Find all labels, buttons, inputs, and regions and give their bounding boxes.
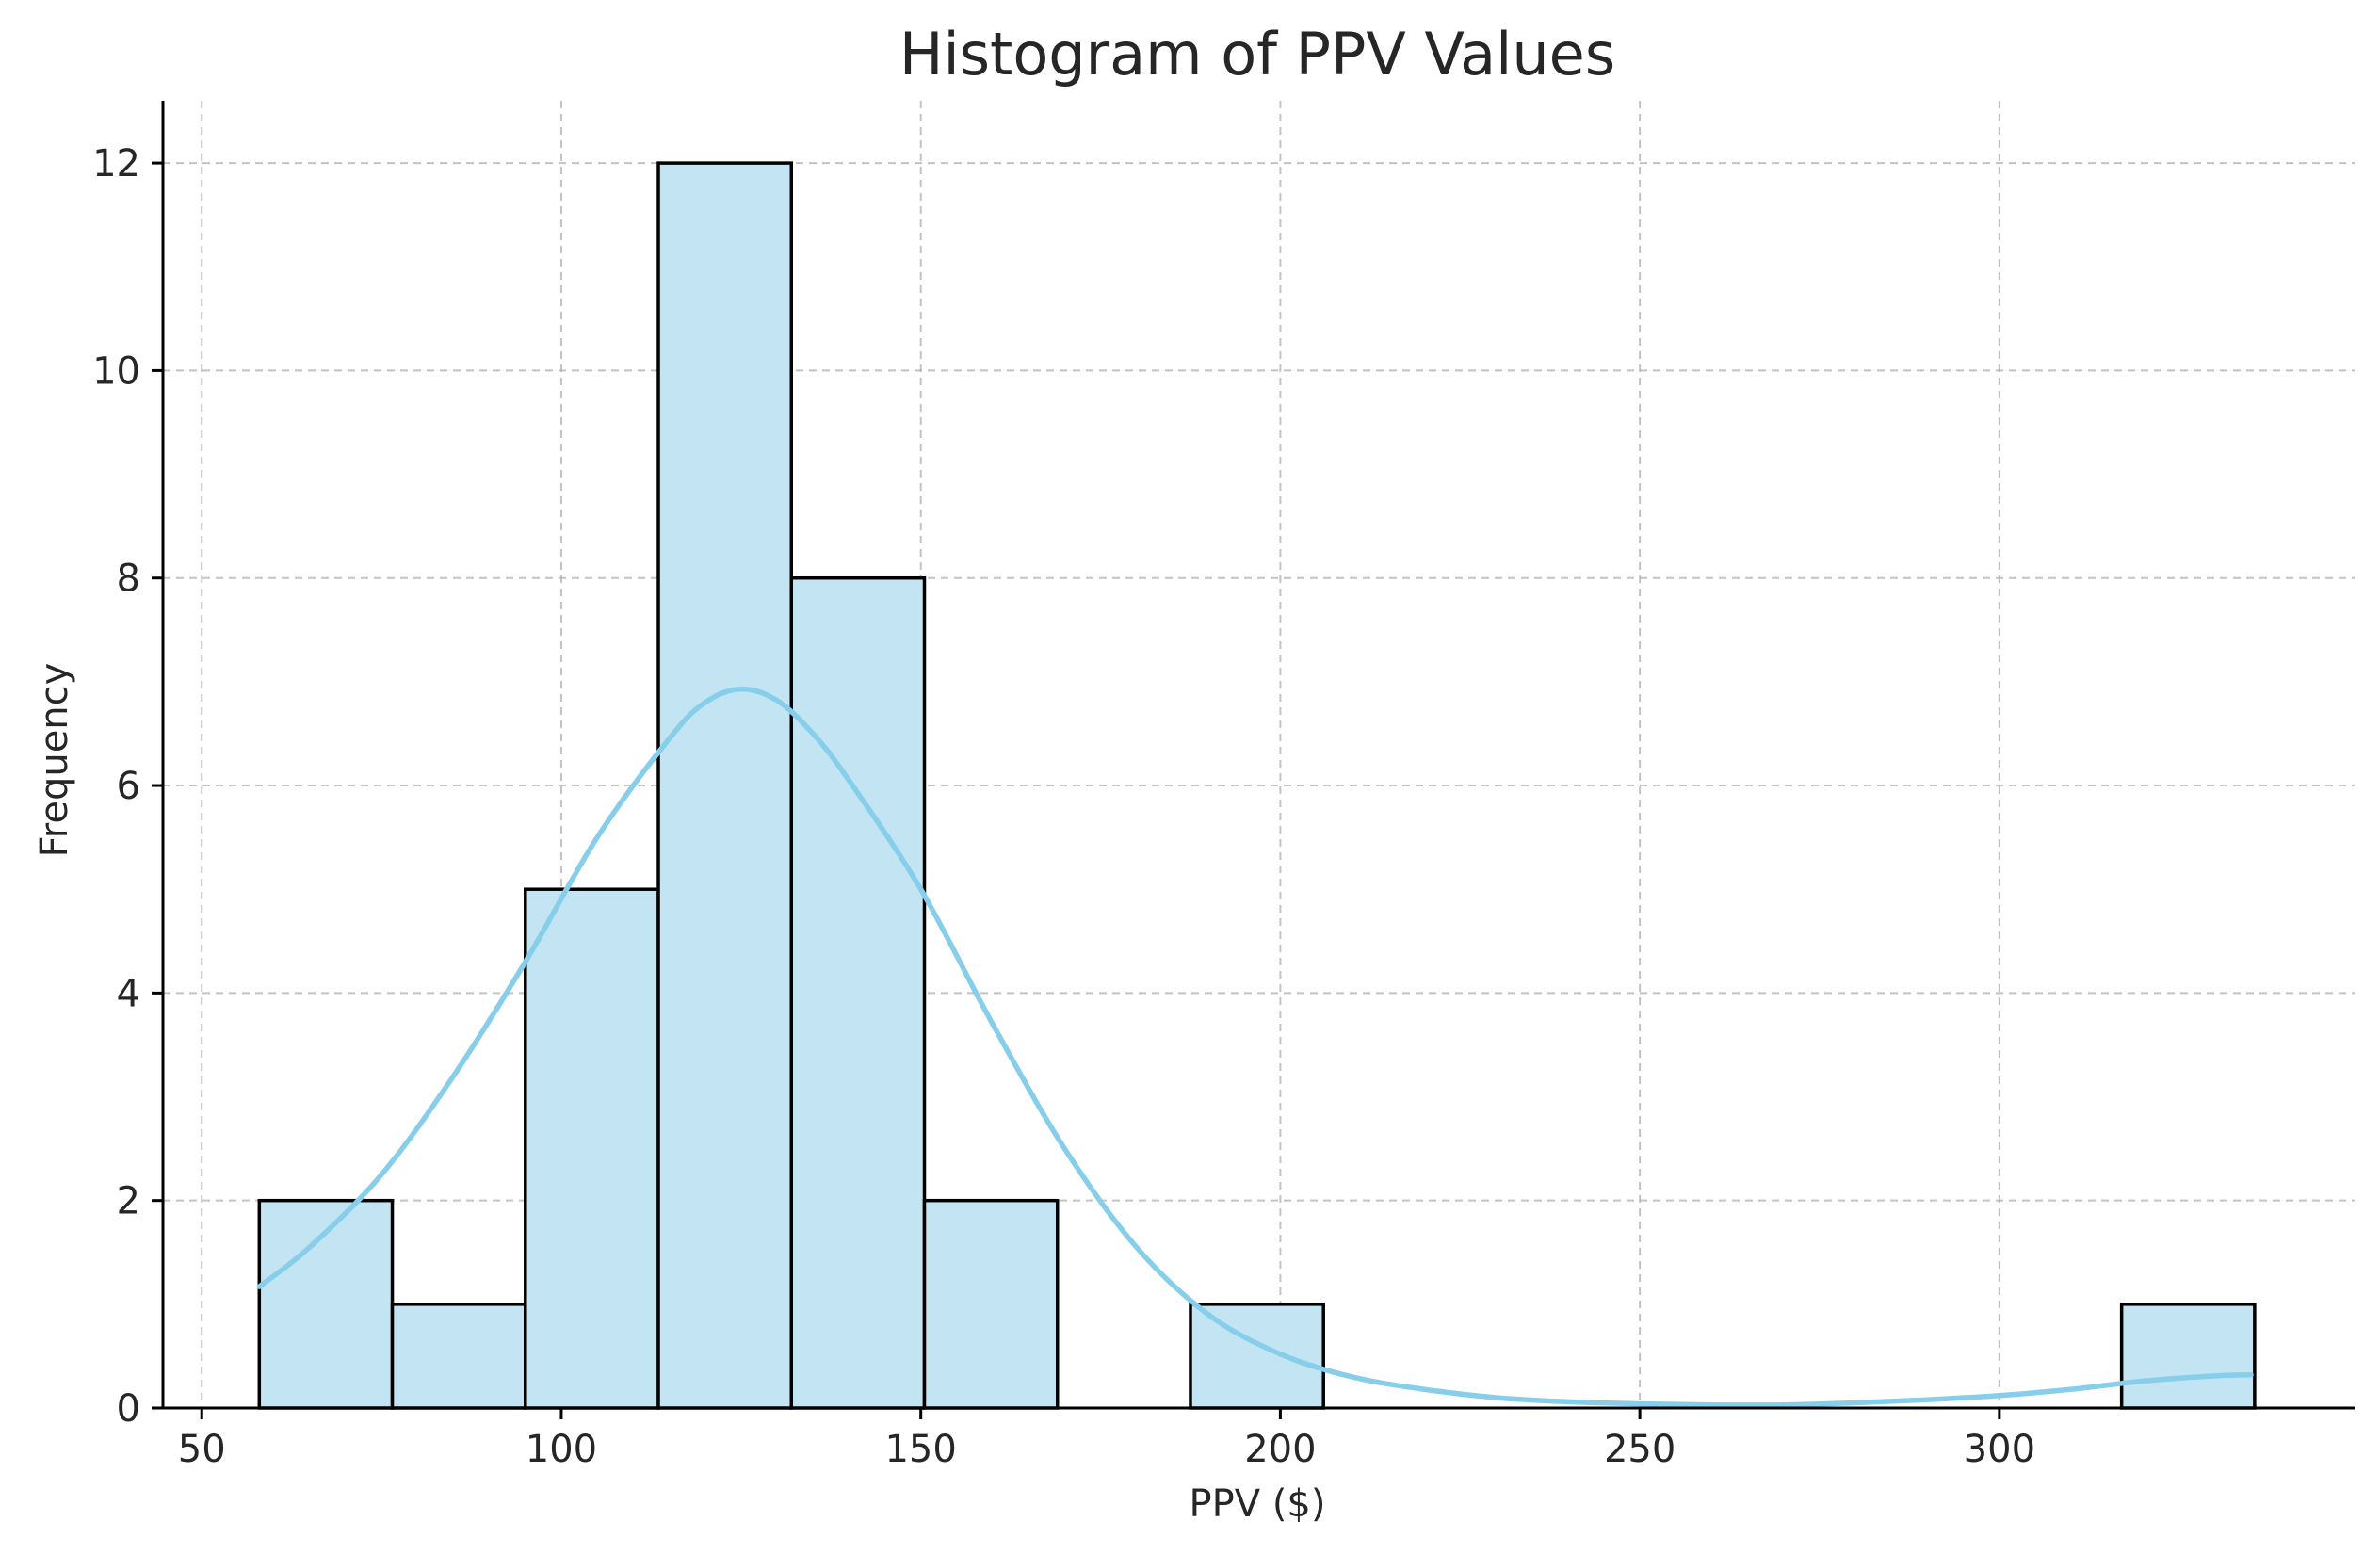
y-tick-label: 10	[92, 349, 140, 393]
x-tick-label: 50	[178, 1428, 226, 1471]
kde-layer	[256, 686, 2254, 1408]
histogram-bar	[922, 1198, 1060, 1410]
y-tick-label: 2	[117, 1180, 140, 1223]
kde-curve	[256, 686, 2254, 1408]
histogram-bar	[524, 887, 660, 1410]
grid-layer	[163, 101, 2355, 1409]
x-tick-label: 250	[1604, 1428, 1676, 1471]
x-axis-title: PPV ($)	[1190, 1482, 1326, 1526]
x-tick-label: 200	[1244, 1428, 1316, 1471]
y-tick-label: 6	[117, 765, 140, 808]
x-tick-label: 100	[526, 1428, 597, 1471]
histogram-bar	[2119, 1303, 2257, 1410]
y-tick-label: 12	[92, 142, 140, 186]
bar-layer	[257, 161, 2257, 1410]
y-tick-label: 0	[117, 1387, 140, 1431]
histogram-bar	[789, 575, 927, 1410]
chart-title: Histogram of PPV Values	[899, 20, 1615, 89]
histogram-bar	[656, 161, 794, 1410]
y-tick-label: 4	[117, 972, 140, 1015]
histogram-bar	[390, 1303, 527, 1410]
histogram-bar	[1189, 1303, 1325, 1410]
axis-layer: 50 100 150 200 250 300 0 2 4 6 8 10 12	[92, 101, 2355, 1471]
y-axis-title: Frequency	[33, 663, 76, 858]
y-tick-label: 8	[117, 558, 140, 601]
x-tick-label: 150	[884, 1428, 956, 1471]
x-tick-label: 300	[1964, 1428, 2035, 1471]
